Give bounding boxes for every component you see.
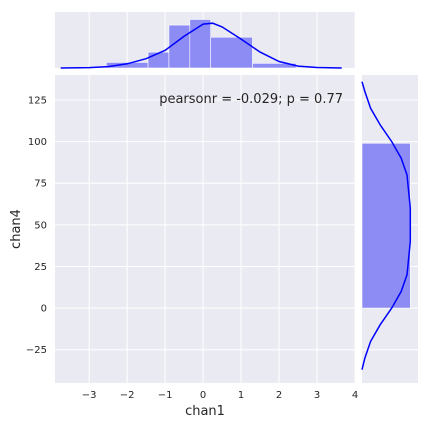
x-tick-label: 0 — [200, 390, 206, 401]
y-axis-label: chan4 — [9, 209, 24, 249]
y-tick-label: 50 — [34, 220, 47, 231]
main-panel — [55, 75, 355, 383]
marginal-y-bar — [361, 142, 411, 309]
marginal-y-histogram — [361, 142, 411, 309]
x-tick-label: −2 — [120, 390, 135, 401]
y-tick-label: 125 — [28, 95, 47, 106]
x-tick-label: −3 — [82, 390, 97, 401]
y-tick-label: 25 — [34, 262, 47, 273]
y-tick-labels: −25 0 25 50 75 100 125 — [26, 95, 47, 356]
y-tick-label: 100 — [28, 137, 47, 148]
x-axis-label: chan1 — [185, 404, 225, 419]
y-tick-label: 0 — [41, 304, 47, 315]
x-tick-labels: −3 −2 −1 0 1 2 3 4 — [82, 390, 358, 401]
x-tick-label: 2 — [276, 390, 282, 401]
x-tick-label: 3 — [314, 390, 320, 401]
y-tick-label: 75 — [34, 179, 47, 190]
marginal-y-kde-line — [361, 81, 412, 370]
pearson-annotation: pearsonr = -0.029; p = 0.77 — [159, 92, 343, 107]
x-tick-label: 1 — [238, 390, 244, 401]
marginal-x-bar — [147, 51, 170, 69]
x-tick-label: 4 — [352, 390, 358, 401]
y-tick-label: −25 — [26, 345, 47, 356]
x-tick-label: −1 — [158, 390, 173, 401]
main-grid — [55, 75, 356, 383]
marginal-x-kde-line — [60, 22, 342, 69]
marginal-x-bar — [168, 24, 191, 69]
